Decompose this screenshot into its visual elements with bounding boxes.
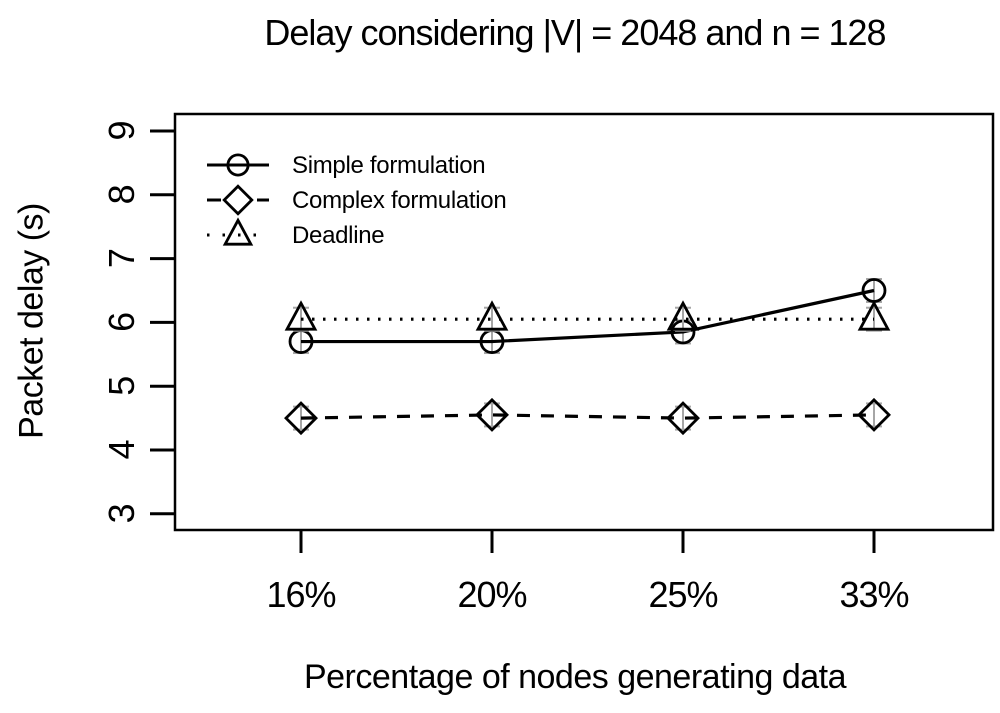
series-line-dashed [300,413,875,420]
chart-title: Delay considering |V| = 2048 and n = 128 [264,12,886,53]
legend-label: Complex formulation [292,187,506,214]
diamond-marker [857,397,891,432]
legend-triangle-marker [222,217,254,246]
series-line-solid [301,288,875,344]
y-tick-label: 9 [101,121,142,140]
x-tick-label: 25% [648,574,717,615]
y-tick-label: 4 [101,440,142,459]
y-tick-label: 8 [101,185,142,204]
triangle-marker [475,300,509,331]
diamond-marker [284,401,318,436]
triangle-marker [666,300,700,331]
legend-label: Deadline [292,222,384,249]
y-tick-label: 3 [101,504,142,523]
diamond-marker [475,397,509,432]
x-tick-label: 20% [457,574,526,615]
legend-diamond-marker [222,184,254,216]
y-axis-title: Packet delay (s) [12,203,51,439]
x-tick-label: 33% [839,574,908,615]
y-tick-label: 7 [101,249,142,268]
legend-label: Simple formulation [292,152,485,179]
legend-circle-marker [226,153,250,177]
y-tick-label: 6 [101,313,142,332]
triangle-marker [857,300,891,331]
x-axis-title: Percentage of nodes generating data [303,658,847,696]
diamond-marker [666,401,700,436]
y-tick-label: 5 [101,377,142,396]
triangle-marker [284,300,318,331]
x-tick-label: 16% [266,574,335,615]
